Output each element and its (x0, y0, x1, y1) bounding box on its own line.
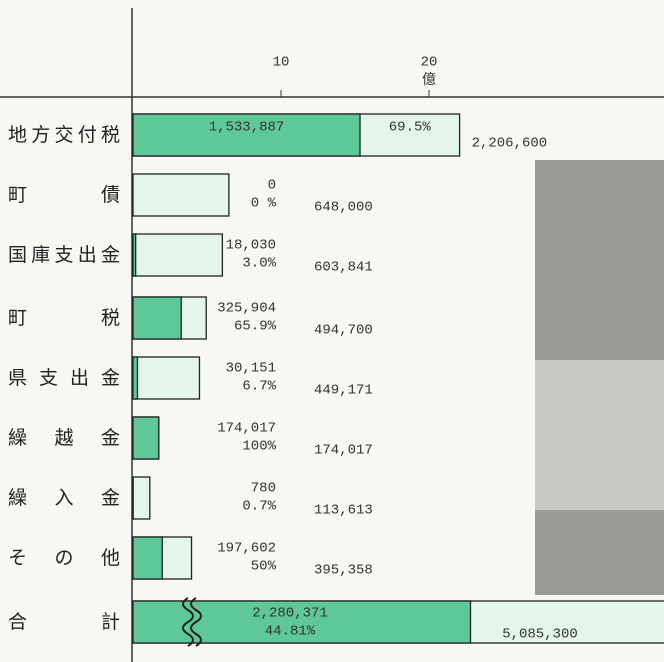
category-label: 合計 (8, 610, 120, 634)
rate-label: 69.5% (389, 120, 432, 136)
received-label: 325,904 (217, 301, 276, 317)
rate-label: 3.0% (242, 256, 276, 272)
rate-label: 50% (251, 559, 277, 575)
budget-label: 113,613 (314, 503, 373, 519)
received-label: 197,602 (217, 541, 276, 557)
photo-building (535, 360, 664, 510)
received-bar (133, 537, 162, 579)
x-tick-label: 20 (421, 55, 438, 71)
received-label: 0 (268, 178, 276, 194)
received-label: 1,533,887 (209, 120, 285, 136)
received-label: 30,151 (226, 361, 276, 377)
budget-label: 2,206,600 (472, 136, 548, 152)
x-unit: 億 (422, 72, 436, 88)
category-label: 国庫支出金 (8, 243, 120, 267)
budget-label: 494,700 (314, 323, 373, 339)
x-tick-label: 10 (273, 55, 290, 71)
budget-bar (133, 357, 199, 399)
budget-bar (133, 477, 150, 519)
rate-label: 100% (242, 439, 276, 455)
received-label: 174,017 (217, 421, 276, 437)
rate-label: 6.7% (242, 379, 276, 395)
rate-label: 44.81% (265, 624, 316, 640)
budget-label: 449,171 (314, 383, 373, 399)
category-label: 町税 (8, 306, 120, 330)
category-label: 繰入金 (8, 486, 120, 510)
budget-label: 603,841 (314, 260, 373, 276)
category-label: その他 (8, 546, 120, 570)
budget-bar (133, 234, 222, 276)
budget-label: 174,017 (314, 443, 373, 459)
budget-label: 648,000 (314, 200, 373, 216)
received-label: 18,030 (226, 238, 276, 254)
rate-label: 65.9% (234, 319, 277, 335)
category-label: 地方交付税 (8, 123, 120, 147)
rate-label: 0 % (251, 196, 277, 212)
received-bar (133, 297, 181, 339)
budget-label: 5,085,300 (502, 627, 578, 643)
category-label: 県支出金 (8, 366, 120, 390)
received-label: 2,280,371 (252, 606, 328, 622)
received-bar (133, 417, 159, 459)
page: 10 20億 1,533,887 69.5% 2,206,600 0 0 % 648,000 1… (0, 0, 664, 662)
rate-label: 0.7% (242, 499, 276, 515)
received-label: 780 (251, 481, 276, 497)
received-bar (133, 234, 136, 276)
category-label: 繰越金 (8, 426, 120, 450)
received-bar (133, 357, 137, 399)
budget-label: 395,358 (314, 563, 373, 579)
budget-bar (133, 174, 229, 216)
category-label: 町債 (8, 183, 120, 207)
